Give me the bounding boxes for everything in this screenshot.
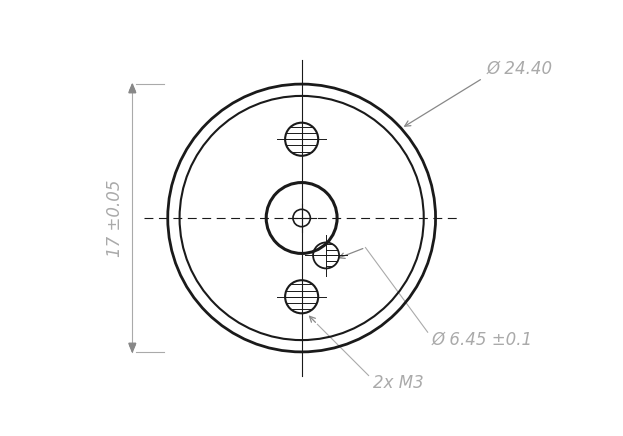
Polygon shape xyxy=(129,84,136,93)
Text: 2x M3: 2x M3 xyxy=(373,375,423,392)
Text: 17 ±0.05: 17 ±0.05 xyxy=(105,179,123,257)
Text: Ø 6.45 ±0.1: Ø 6.45 ±0.1 xyxy=(432,331,533,349)
Text: Ø 24.40: Ø 24.40 xyxy=(487,59,553,77)
Polygon shape xyxy=(129,343,136,352)
